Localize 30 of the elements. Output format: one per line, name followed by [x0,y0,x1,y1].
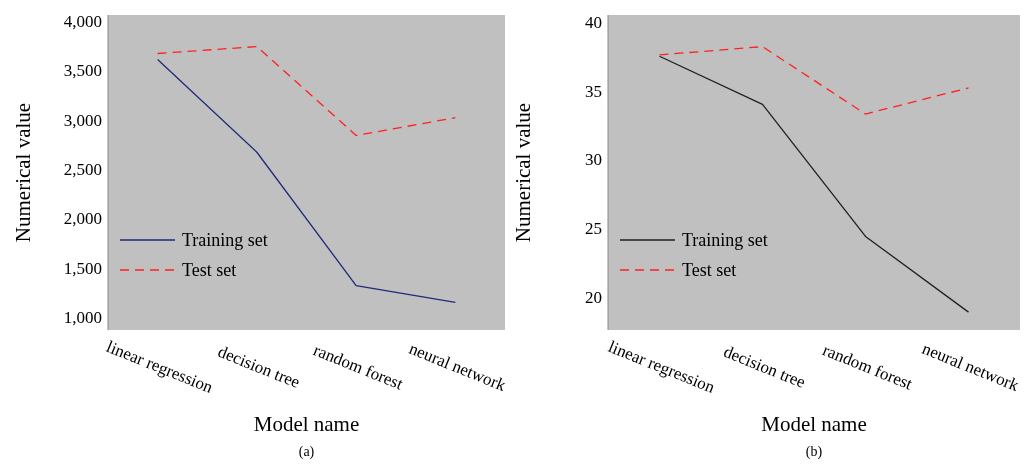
y-tick-label: 3,000 [63,110,102,130]
line-series [156,58,457,303]
legend-label: Test set [182,260,237,281]
x-tick-label: random forest [310,340,406,394]
legend-label: Training set [682,230,768,251]
y-tick-label: 25 [585,219,602,239]
y-tick-label: 1,000 [63,308,102,328]
x-tick-label: neural network [919,338,1023,396]
legend-label: Test set [682,260,737,281]
y-tick-label: 2,500 [63,159,102,179]
y-tick-label: 35 [585,81,602,101]
line-series [658,55,970,313]
y-tick-label: 30 [585,150,602,170]
y-axis-title: Numerical value [11,102,35,243]
line-series [658,45,970,115]
x-axis-title: Model name [253,412,360,436]
y-tick-label: 4,000 [63,11,102,31]
y-tick-label: 20 [585,287,602,307]
legend-label: Training set [182,230,268,251]
y-axis-title: Numerical value [511,102,535,243]
line-series [156,45,457,137]
y-tick-label: 1,500 [63,258,102,278]
y-tick-label: 2,000 [63,209,102,229]
y-tick-label: 3,500 [63,61,102,81]
x-tick-label: neural network [406,338,509,396]
text: (a) [298,444,315,460]
text: (b) [805,444,823,460]
x-axis-title: Model name [761,412,867,436]
x-tick-label: random forest [820,340,916,394]
y-tick-label: 40 [585,12,602,32]
